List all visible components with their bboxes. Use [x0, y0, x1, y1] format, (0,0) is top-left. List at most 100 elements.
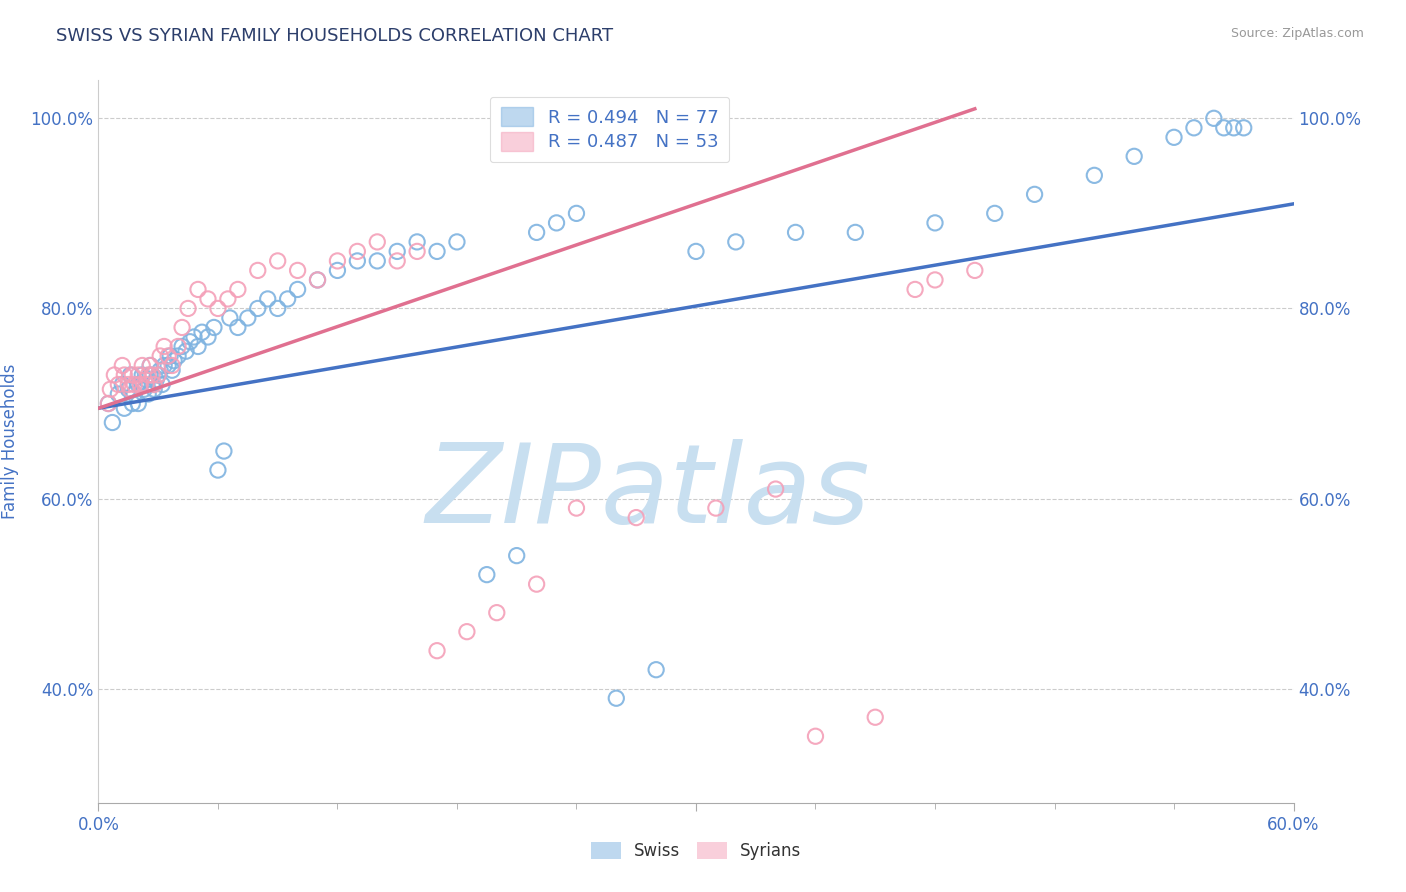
- Point: [446, 235, 468, 249]
- Point: [287, 282, 309, 296]
- Point: [148, 368, 170, 382]
- Point: [277, 292, 299, 306]
- Point: [526, 577, 548, 591]
- Point: [127, 396, 149, 410]
- Point: [1123, 149, 1146, 163]
- Point: [120, 382, 142, 396]
- Point: [207, 301, 229, 316]
- Point: [645, 663, 668, 677]
- Point: [565, 206, 588, 220]
- Point: [485, 606, 508, 620]
- Point: [475, 567, 498, 582]
- Point: [141, 377, 163, 392]
- Point: [346, 254, 368, 268]
- Y-axis label: Family Households: Family Households: [1, 364, 20, 519]
- Point: [107, 377, 129, 392]
- Point: [256, 292, 278, 306]
- Point: [207, 463, 229, 477]
- Point: [704, 501, 727, 516]
- Point: [605, 691, 627, 706]
- Point: [426, 643, 449, 657]
- Point: [924, 216, 946, 230]
- Point: [1182, 120, 1205, 135]
- Point: [267, 301, 290, 316]
- Point: [183, 330, 205, 344]
- Point: [804, 729, 827, 743]
- Point: [1202, 112, 1225, 126]
- Point: [202, 320, 225, 334]
- Point: [785, 226, 807, 240]
- Point: [111, 359, 134, 373]
- Point: [143, 377, 166, 392]
- Point: [287, 263, 309, 277]
- Point: [103, 368, 125, 382]
- Point: [172, 320, 194, 334]
- Point: [406, 235, 429, 249]
- Point: [174, 344, 197, 359]
- Point: [111, 377, 134, 392]
- Point: [163, 353, 186, 368]
- Point: [267, 254, 290, 268]
- Point: [120, 368, 142, 382]
- Point: [426, 244, 449, 259]
- Point: [177, 301, 200, 316]
- Point: [136, 368, 159, 382]
- Point: [924, 273, 946, 287]
- Point: [197, 330, 219, 344]
- Point: [984, 206, 1007, 220]
- Point: [506, 549, 529, 563]
- Point: [179, 334, 201, 349]
- Point: [246, 263, 269, 277]
- Point: [149, 363, 172, 377]
- Point: [117, 382, 139, 396]
- Point: [865, 710, 887, 724]
- Point: [226, 282, 249, 296]
- Point: [406, 244, 429, 259]
- Point: [135, 373, 157, 387]
- Point: [546, 216, 568, 230]
- Point: [127, 368, 149, 382]
- Point: [139, 368, 162, 382]
- Point: [626, 510, 648, 524]
- Point: [385, 254, 409, 268]
- Point: [135, 377, 157, 392]
- Point: [121, 396, 143, 410]
- Point: [139, 359, 162, 373]
- Point: [963, 263, 986, 277]
- Point: [217, 292, 239, 306]
- Point: [107, 387, 129, 401]
- Point: [124, 387, 146, 401]
- Point: [565, 501, 588, 516]
- Point: [167, 339, 190, 353]
- Point: [148, 368, 170, 382]
- Point: [97, 396, 120, 410]
- Point: [385, 244, 409, 259]
- Point: [112, 368, 135, 382]
- Point: [246, 301, 269, 316]
- Point: [765, 482, 787, 496]
- Point: [1083, 169, 1105, 183]
- Legend: Swiss, Syrians: Swiss, Syrians: [583, 835, 808, 867]
- Point: [1163, 130, 1185, 145]
- Point: [456, 624, 478, 639]
- Point: [157, 349, 180, 363]
- Point: [153, 359, 176, 373]
- Point: [149, 349, 172, 363]
- Point: [159, 349, 181, 363]
- Point: [526, 226, 548, 240]
- Point: [172, 339, 194, 353]
- Point: [160, 359, 183, 373]
- Point: [187, 282, 209, 296]
- Point: [1223, 120, 1246, 135]
- Point: [685, 244, 707, 259]
- Point: [117, 377, 139, 392]
- Point: [366, 235, 388, 249]
- Point: [153, 339, 176, 353]
- Point: [724, 235, 747, 249]
- Point: [226, 320, 249, 334]
- Point: [1212, 120, 1234, 135]
- Point: [127, 377, 149, 392]
- Point: [124, 377, 146, 392]
- Point: [346, 244, 368, 259]
- Point: [150, 377, 173, 392]
